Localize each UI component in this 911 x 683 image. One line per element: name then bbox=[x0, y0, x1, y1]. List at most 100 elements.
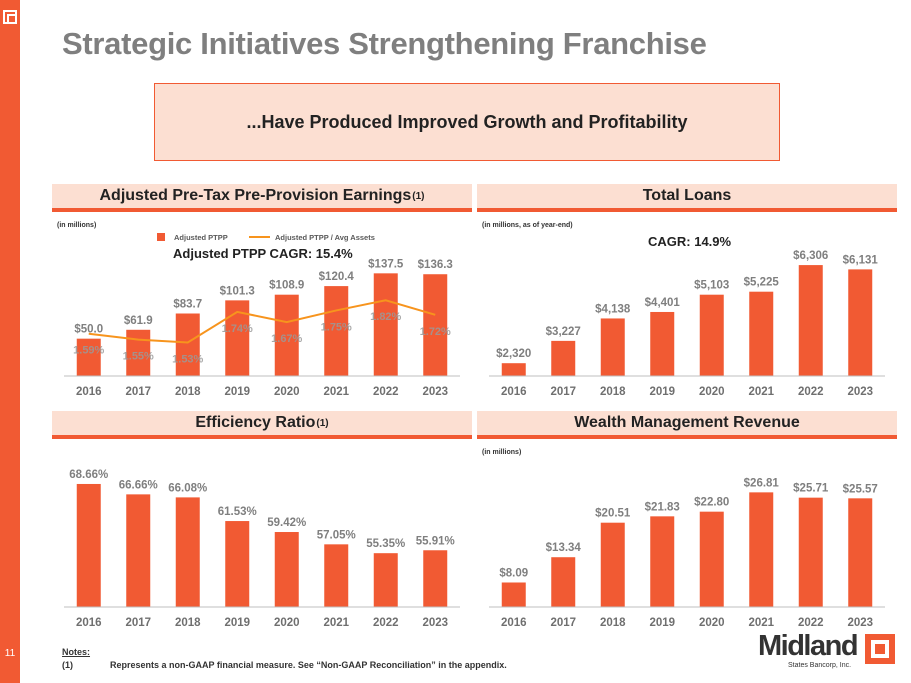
data-label: $2,320 bbox=[496, 348, 531, 360]
midland-square-icon bbox=[3, 10, 17, 24]
line-data-label: 1.75% bbox=[321, 321, 352, 333]
x-tick-label: 2022 bbox=[373, 617, 399, 629]
data-label: $21.83 bbox=[645, 501, 680, 513]
data-label: $6,131 bbox=[843, 254, 879, 266]
bar bbox=[551, 340, 576, 376]
bar bbox=[76, 338, 101, 376]
unit-note: (in millions, as of year-end) bbox=[482, 222, 573, 229]
data-label: $120.4 bbox=[319, 271, 355, 283]
x-tick-label: 2020 bbox=[274, 386, 300, 398]
x-tick-label: 2022 bbox=[798, 386, 824, 398]
bar bbox=[551, 557, 576, 607]
data-label: $50.0 bbox=[74, 324, 103, 336]
data-label: 66.66% bbox=[119, 479, 158, 491]
data-label: $108.9 bbox=[269, 280, 304, 292]
data-label: $137.5 bbox=[368, 258, 404, 270]
bar bbox=[749, 492, 774, 607]
panel-header: Efficiency Ratio (1) bbox=[52, 411, 472, 439]
bar bbox=[650, 311, 675, 376]
chart-title: Efficiency Ratio bbox=[195, 414, 316, 431]
cagr-annotation: CAGR: 14.9% bbox=[648, 234, 732, 249]
legend-label: Adjusted PTPP / Avg Assets bbox=[275, 233, 375, 242]
brand-subtitle: States Bancorp, Inc. bbox=[788, 662, 852, 669]
data-label: $4,138 bbox=[595, 303, 631, 315]
bar bbox=[600, 522, 625, 607]
data-label: $22.80 bbox=[694, 497, 729, 509]
data-label: 57.05% bbox=[317, 529, 356, 541]
x-tick-label: 2018 bbox=[175, 386, 201, 398]
data-label: $6,306 bbox=[793, 250, 828, 262]
notes-title: Notes: bbox=[62, 647, 91, 657]
data-label: $8.09 bbox=[499, 567, 528, 579]
note-item: (1) Represents a non-GAAP financial meas… bbox=[62, 660, 507, 670]
bar bbox=[423, 550, 448, 607]
data-label: $26.81 bbox=[744, 477, 780, 489]
x-tick-label: 2016 bbox=[501, 617, 527, 629]
x-tick-label: 2023 bbox=[422, 617, 448, 629]
bar bbox=[650, 516, 675, 607]
x-tick-label: 2022 bbox=[798, 617, 824, 629]
page-number: 11 bbox=[4, 648, 16, 659]
brand-name: Midland bbox=[758, 630, 859, 662]
banner-text: ...Have Produced Improved Growth and Pro… bbox=[246, 111, 688, 132]
footnote-ref: (1) bbox=[412, 190, 425, 202]
midland-logo: Midland States Bancorp, Inc. bbox=[758, 630, 908, 675]
line-data-label: 1.82% bbox=[370, 311, 401, 323]
bar bbox=[324, 544, 349, 607]
panel-header: Wealth Management Revenue bbox=[477, 411, 897, 439]
legend-label: Adjusted PTPP bbox=[174, 233, 228, 242]
data-label: $4,401 bbox=[645, 297, 681, 309]
bar bbox=[175, 313, 200, 376]
bar bbox=[225, 521, 250, 607]
data-label: 59.42% bbox=[267, 517, 306, 529]
sidebar-accent-bar: 11 bbox=[0, 0, 20, 683]
chart-title: Adjusted Pre-Tax Pre-Provision Earnings bbox=[99, 187, 412, 204]
data-label: $5,225 bbox=[744, 277, 780, 289]
x-tick-label: 2017 bbox=[125, 386, 151, 398]
bar bbox=[699, 294, 724, 376]
footnotes: Notes: (1) Represents a non-GAAP financi… bbox=[62, 647, 507, 670]
data-label: 68.66% bbox=[69, 469, 108, 481]
x-tick-label: 2020 bbox=[699, 386, 725, 398]
unit-note: (in millions) bbox=[57, 222, 97, 229]
line-data-label: 1.74% bbox=[222, 323, 253, 335]
data-label: 55.35% bbox=[366, 538, 405, 550]
note-number: (1) bbox=[62, 660, 73, 670]
wealth-chart: $8.09 2016 $13.34 2017 $20.51 2018 $21.83 2019 $… bbox=[489, 477, 885, 629]
data-label: $25.57 bbox=[843, 483, 878, 495]
line-data-label: 1.72% bbox=[420, 326, 451, 338]
line-data-label: 1.55% bbox=[123, 351, 154, 363]
line-data-label: 1.53% bbox=[172, 353, 203, 365]
x-tick-label: 2020 bbox=[699, 617, 725, 629]
bar bbox=[848, 269, 873, 376]
bar bbox=[699, 511, 724, 607]
unit-note: (in millions) bbox=[482, 449, 522, 456]
bar bbox=[76, 483, 101, 607]
data-label: 55.91% bbox=[416, 535, 455, 547]
data-label: 66.08% bbox=[168, 482, 207, 494]
subtitle-banner: ...Have Produced Improved Growth and Pro… bbox=[154, 83, 780, 161]
legend-swatch-bar bbox=[157, 233, 165, 241]
x-tick-label: 2021 bbox=[323, 386, 349, 398]
data-label: $20.51 bbox=[595, 508, 631, 520]
x-tick-label: 2023 bbox=[422, 386, 448, 398]
bar bbox=[423, 274, 448, 376]
x-tick-label: 2018 bbox=[600, 617, 626, 629]
ptpp-chart: $50.0 2016 $61.9 2017 $83.7 2018 $101.3 2019 $10… bbox=[64, 233, 460, 398]
data-label: $3,227 bbox=[546, 326, 581, 338]
data-label: $136.3 bbox=[418, 259, 453, 271]
note-text: Represents a non-GAAP financial measure.… bbox=[110, 660, 507, 670]
efficiency-chart: 68.66% 2016 66.66% 2017 66.08% 2018 61.53% 2019… bbox=[64, 469, 460, 629]
bar bbox=[373, 273, 398, 376]
panel-ptpp: Adjusted Pre-Tax Pre-Provision Earnings(… bbox=[52, 184, 472, 398]
bar bbox=[373, 553, 398, 607]
x-tick-label: 2018 bbox=[175, 617, 201, 629]
chart-title: Wealth Management Revenue bbox=[574, 414, 800, 431]
x-tick-label: 2023 bbox=[847, 617, 873, 629]
bar bbox=[848, 498, 873, 607]
x-tick-label: 2019 bbox=[224, 386, 250, 398]
panel-total-loans: Total Loans (in millions, as of year-end… bbox=[477, 184, 897, 398]
x-tick-label: 2018 bbox=[600, 386, 626, 398]
bar bbox=[274, 294, 299, 376]
brand-square-icon bbox=[865, 634, 895, 664]
